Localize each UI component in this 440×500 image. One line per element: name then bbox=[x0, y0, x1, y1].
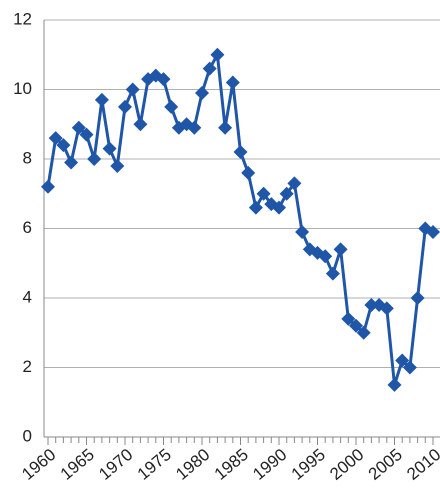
data-point bbox=[426, 224, 440, 239]
data-point bbox=[48, 131, 63, 146]
data-point bbox=[310, 245, 325, 260]
x-tick-label: 1970 bbox=[95, 445, 136, 484]
data-point bbox=[79, 127, 94, 142]
data-point bbox=[164, 99, 179, 114]
data-point bbox=[156, 72, 171, 87]
data-point bbox=[364, 297, 379, 312]
data-line bbox=[46, 53, 434, 387]
data-point bbox=[395, 353, 410, 368]
data-point bbox=[187, 120, 202, 135]
y-tick-label: 6 bbox=[23, 218, 32, 237]
data-point bbox=[272, 200, 286, 215]
data-point bbox=[202, 61, 217, 76]
data-point bbox=[295, 224, 310, 239]
data-point bbox=[94, 92, 109, 107]
data-point bbox=[356, 325, 371, 340]
data-point bbox=[333, 242, 348, 257]
x-tick-label: 2005 bbox=[365, 445, 406, 484]
x-tick-label: 1960 bbox=[18, 445, 59, 484]
data-point bbox=[71, 120, 86, 135]
data-point bbox=[218, 120, 233, 135]
data-point bbox=[133, 117, 148, 132]
y-tick-label: 4 bbox=[23, 287, 32, 306]
x-tick-label: 1980 bbox=[172, 445, 213, 484]
data-point bbox=[325, 266, 340, 281]
data-point bbox=[118, 99, 132, 114]
x-tick-label: 2000 bbox=[326, 445, 367, 484]
data-point bbox=[87, 152, 102, 166]
data-point bbox=[410, 291, 425, 305]
data-point bbox=[349, 318, 363, 333]
data-point bbox=[225, 75, 240, 90]
data-point bbox=[241, 165, 256, 180]
data-point bbox=[318, 249, 333, 264]
x-tick-label: 2010 bbox=[403, 445, 440, 484]
x-tick-label: 1985 bbox=[211, 445, 252, 484]
data-point bbox=[233, 145, 248, 160]
data-point bbox=[102, 141, 117, 156]
data-point bbox=[56, 138, 71, 153]
y-tick-label: 8 bbox=[23, 148, 32, 167]
data-point bbox=[41, 179, 55, 194]
data-point bbox=[379, 301, 394, 316]
data-point bbox=[279, 186, 294, 201]
data-point bbox=[195, 85, 209, 100]
x-tick-label: 1990 bbox=[249, 445, 290, 484]
data-point bbox=[341, 311, 356, 326]
data-point bbox=[387, 377, 402, 392]
data-point bbox=[210, 47, 225, 62]
data-point bbox=[125, 82, 140, 97]
data-point bbox=[248, 200, 263, 215]
data-point bbox=[256, 186, 271, 201]
x-tick-label: 1965 bbox=[57, 445, 98, 484]
y-tick-label: 12 bbox=[13, 9, 32, 28]
data-point bbox=[287, 176, 302, 191]
y-tick-label: 0 bbox=[23, 426, 32, 445]
y-tick-label: 10 bbox=[13, 79, 32, 98]
x-tick-label: 1975 bbox=[134, 445, 175, 484]
data-point bbox=[402, 360, 417, 375]
data-point bbox=[64, 155, 79, 170]
y-tick-label: 2 bbox=[23, 357, 32, 376]
x-tick-label: 1995 bbox=[288, 445, 329, 484]
data-point bbox=[110, 158, 125, 173]
